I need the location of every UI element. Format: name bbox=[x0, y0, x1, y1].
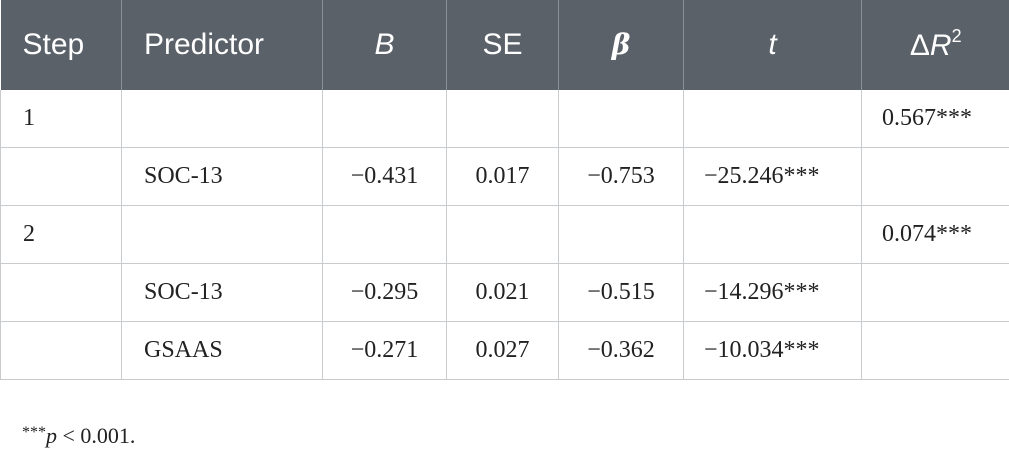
cell-beta bbox=[558, 205, 684, 264]
cell-se: 0.027 bbox=[446, 321, 559, 380]
header-b: B bbox=[322, 0, 447, 90]
cell-se bbox=[446, 90, 559, 148]
header-step: Step bbox=[0, 0, 122, 90]
header-r-variable: R bbox=[929, 28, 952, 62]
table-row: SOC-13 −0.295 0.021 −0.515 −14.296*** bbox=[0, 263, 1009, 322]
header-beta-text: β bbox=[611, 28, 631, 61]
cell-predictor bbox=[121, 205, 323, 264]
cell-t bbox=[683, 90, 862, 148]
cell-delta-r2 bbox=[861, 147, 1009, 206]
header-row: Step Predictor B SE β t ΔR2 bbox=[0, 0, 1009, 90]
cell-b bbox=[322, 205, 447, 264]
cell-t bbox=[683, 205, 862, 264]
cell-step bbox=[0, 147, 122, 206]
cell-step bbox=[0, 321, 122, 380]
cell-predictor bbox=[121, 90, 323, 148]
cell-beta: −0.362 bbox=[558, 321, 684, 380]
cell-t: −10.034*** bbox=[683, 321, 862, 380]
cell-se: 0.021 bbox=[446, 263, 559, 322]
footnote-stars: *** bbox=[22, 424, 46, 441]
header-b-text: B bbox=[374, 28, 395, 61]
header-r-superscript: 2 bbox=[951, 25, 962, 46]
cell-b: −0.431 bbox=[322, 147, 447, 206]
table-body: 1 0.567*** SOC-13 −0.431 0.017 −0.753 −25.246*… bbox=[0, 90, 1009, 380]
cell-predictor: GSAAS bbox=[121, 321, 323, 380]
cell-step bbox=[0, 263, 122, 322]
footnote-p: p bbox=[46, 423, 57, 448]
cell-beta: −0.515 bbox=[558, 263, 684, 322]
cell-predictor: SOC-13 bbox=[121, 147, 323, 206]
footnote-threshold: < 0.001. bbox=[57, 423, 136, 448]
header-beta: β bbox=[558, 0, 684, 90]
cell-delta-r2 bbox=[861, 321, 1009, 380]
cell-beta: −0.753 bbox=[558, 147, 684, 206]
cell-predictor: SOC-13 bbox=[121, 263, 323, 322]
table-row: 2 0.074*** bbox=[0, 205, 1009, 264]
header-t-text: t bbox=[768, 28, 777, 61]
table-row: SOC-13 −0.431 0.017 −0.753 −25.246*** bbox=[0, 147, 1009, 206]
header-t: t bbox=[683, 0, 862, 90]
table-footnote: ***p < 0.001. bbox=[22, 423, 135, 449]
cell-t: −25.246*** bbox=[683, 147, 862, 206]
cell-b: −0.295 bbox=[322, 263, 447, 322]
cell-step: 1 bbox=[0, 90, 122, 148]
table-row: GSAAS −0.271 0.027 −0.362 −10.034*** bbox=[0, 321, 1009, 380]
table-row: 1 0.567*** bbox=[0, 90, 1009, 148]
cell-se bbox=[446, 205, 559, 264]
cell-delta-r2: 0.567*** bbox=[861, 90, 1009, 148]
regression-table: Step Predictor B SE β t ΔR2 1 0.567*** SOC… bbox=[0, 0, 1009, 380]
header-se: SE bbox=[446, 0, 559, 90]
cell-step: 2 bbox=[0, 205, 122, 264]
header-delta-symbol: Δ bbox=[909, 28, 930, 62]
cell-b: −0.271 bbox=[322, 321, 447, 380]
header-predictor: Predictor bbox=[121, 0, 323, 90]
cell-delta-r2: 0.074*** bbox=[861, 205, 1009, 264]
header-delta-r2: ΔR2 bbox=[861, 0, 1009, 90]
cell-beta bbox=[558, 90, 684, 148]
cell-b bbox=[322, 90, 447, 148]
cell-t: −14.296*** bbox=[683, 263, 862, 322]
cell-se: 0.017 bbox=[446, 147, 559, 206]
cell-delta-r2 bbox=[861, 263, 1009, 322]
